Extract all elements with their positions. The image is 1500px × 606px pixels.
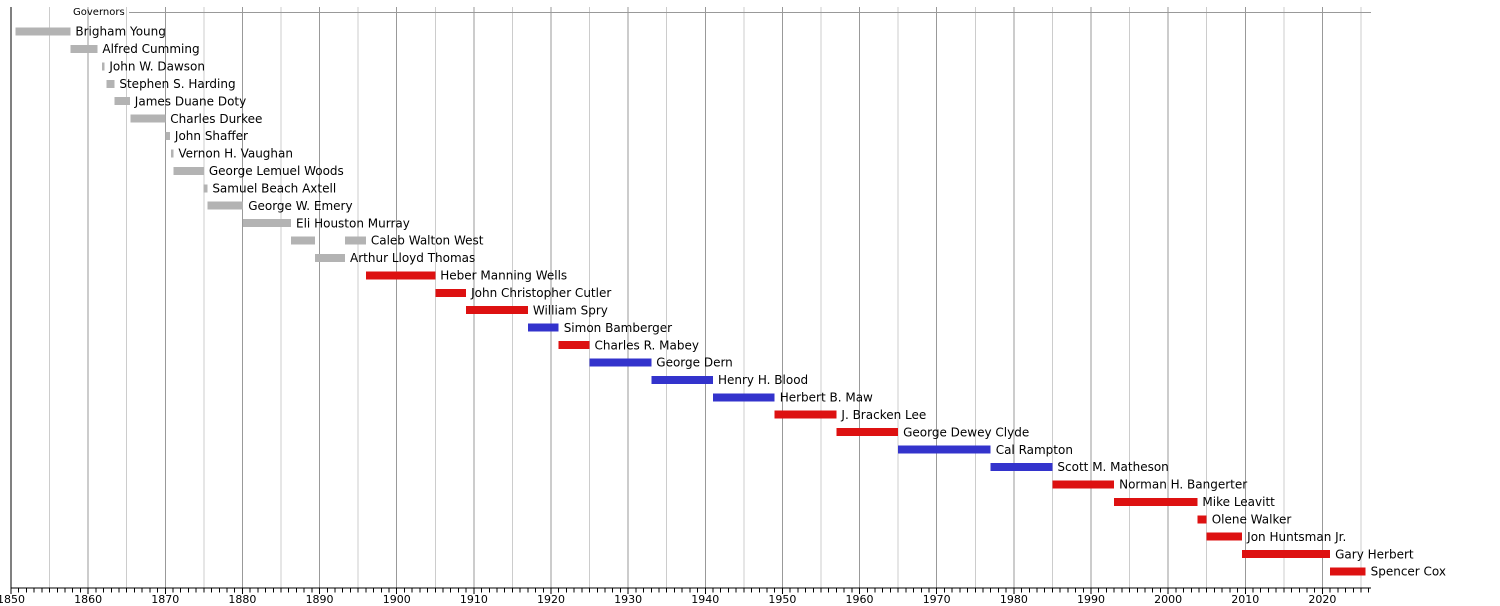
governor-name-label: George Lemuel Woods <box>209 164 344 178</box>
x-axis-tick-label: 1910 <box>460 593 488 606</box>
x-axis-tick-label: 1970 <box>923 593 951 606</box>
governor-name-label: Brigham Young <box>75 25 165 39</box>
governor-term-bar <box>589 358 652 367</box>
governor-term-bar <box>345 236 366 245</box>
governor-name-label: Herbert B. Maw <box>780 391 873 405</box>
x-axis-tick-label: 2000 <box>1154 593 1182 606</box>
governor-term-bar <box>171 149 174 158</box>
governor-term-bar <box>1330 567 1366 576</box>
governor-term-bar <box>291 236 315 245</box>
x-axis-tick-label: 1920 <box>537 593 565 606</box>
governor-term-bar <box>1206 532 1243 541</box>
governor-name-label: William Spry <box>533 303 608 317</box>
governor-term-bar <box>466 306 528 315</box>
governor-term-bar <box>203 184 208 193</box>
governor-name-label: Stephen S. Harding <box>119 77 235 91</box>
x-axis-tick-label: 1950 <box>768 593 796 606</box>
governor-name-label: Charles R. Mabey <box>595 338 699 352</box>
governor-name-label: John W. Dawson <box>108 60 205 74</box>
governor-term-bar <box>114 97 130 106</box>
x-axis-tick-label: 1930 <box>614 593 642 606</box>
governor-name-label: Vernon H. Vaughan <box>178 147 293 161</box>
governor-term-bar <box>15 27 71 36</box>
governor-name-label: Simon Bamberger <box>564 321 672 335</box>
governor-name-label: George Dewey Clyde <box>903 425 1029 439</box>
chart-section-label: Governors <box>73 7 125 18</box>
x-axis-tick-label: 1850 <box>0 593 25 606</box>
governor-term-bar <box>651 375 713 384</box>
governor-name-label: Olene Walker <box>1212 512 1292 526</box>
governor-term-bar <box>243 219 292 228</box>
governor-name-label: Norman H. Bangerter <box>1119 478 1247 492</box>
governor-term-bar <box>207 201 244 210</box>
governor-name-label: Samuel Beach Axtell <box>212 181 336 195</box>
governor-term-bar <box>774 410 837 419</box>
governor-term-bar <box>165 132 170 141</box>
governor-name-label: Scott M. Matheson <box>1057 460 1168 474</box>
governor-term-bar <box>365 271 436 280</box>
governor-name-label: Eli Houston Murray <box>296 216 410 230</box>
governor-term-bar <box>836 428 899 437</box>
governor-term-bar <box>314 253 346 262</box>
governor-name-label: John Shaffer <box>174 129 248 143</box>
x-axis-tick-label: 1870 <box>151 593 179 606</box>
x-axis-tick-label: 2010 <box>1231 593 1259 606</box>
governor-name-label: Gary Herbert <box>1335 547 1414 561</box>
governor-name-label: Cal Rampton <box>996 443 1073 457</box>
x-axis-tick-label: 2020 <box>1308 593 1336 606</box>
governor-name-label: George W. Emery <box>248 199 352 213</box>
x-axis-tick-label: 1960 <box>846 593 874 606</box>
x-axis-tick-label: 1860 <box>74 593 102 606</box>
governor-term-bar <box>435 288 467 297</box>
governor-name-label: J. Bracken Lee <box>840 408 926 422</box>
x-axis-tick-label: 1900 <box>383 593 411 606</box>
governor-name-label: Caleb Walton West <box>371 234 484 248</box>
governor-name-label: Jon Huntsman Jr. <box>1246 530 1346 544</box>
governor-term-bar <box>130 114 166 123</box>
governor-name-label: Arthur Lloyd Thomas <box>350 251 475 265</box>
governor-name-label: Henry H. Blood <box>718 373 808 387</box>
x-axis-tick-label: 1940 <box>691 593 719 606</box>
governor-name-label: John Christopher Cutler <box>470 286 611 300</box>
governor-name-label: George Dern <box>656 356 733 370</box>
governor-term-bar <box>1197 515 1207 524</box>
governor-name-label: Alfred Cumming <box>102 42 199 56</box>
governor-name-label: James Duane Doty <box>134 94 246 108</box>
x-axis-tick-label: 1890 <box>306 593 334 606</box>
governor-term-bar <box>1114 497 1198 506</box>
x-axis-tick-label: 1980 <box>1000 593 1028 606</box>
governor-term-bar <box>173 166 204 175</box>
governor-term-bar <box>898 445 991 454</box>
governor-term-bar <box>1242 550 1331 559</box>
governor-term-bar <box>527 323 559 332</box>
governor-term-bar <box>70 44 98 53</box>
governor-term-bar <box>102 62 105 71</box>
x-axis-tick-label: 1880 <box>228 593 256 606</box>
x-axis-tick-label: 1990 <box>1077 593 1105 606</box>
governor-name-label: Charles Durkee <box>170 112 262 126</box>
governor-term-bar <box>990 463 1053 471</box>
governor-name-label: Heber Manning Wells <box>440 269 567 283</box>
governor-term-bar <box>558 341 590 350</box>
governor-term-bar <box>712 393 775 402</box>
governor-name-label: Spencer Cox <box>1371 565 1446 579</box>
governor-name-label: Mike Leavitt <box>1202 495 1275 509</box>
governor-term-bar <box>1052 480 1115 489</box>
governor-term-bar <box>106 79 115 88</box>
